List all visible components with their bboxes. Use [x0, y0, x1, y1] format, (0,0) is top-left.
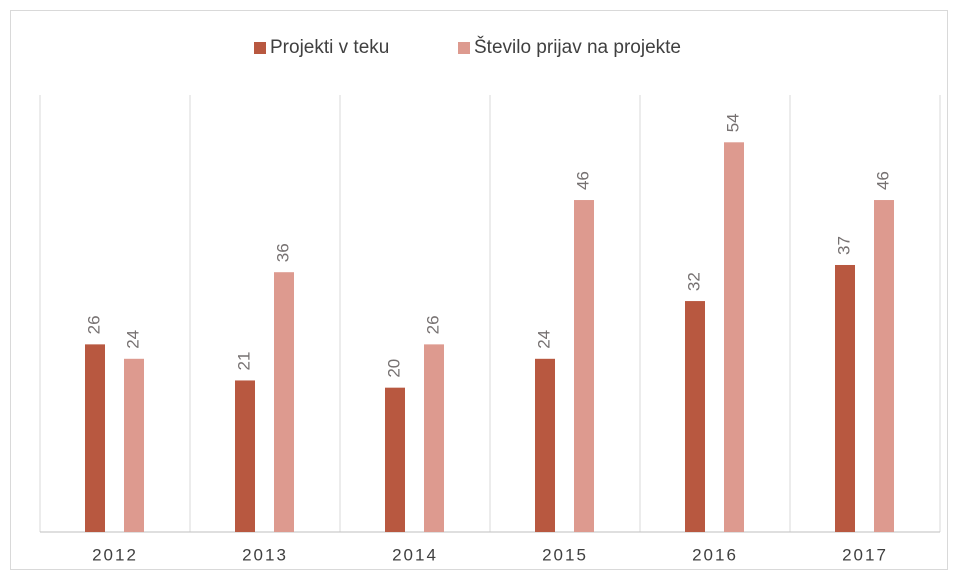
bar — [274, 272, 294, 532]
value-label: 46 — [873, 171, 892, 190]
value-label: 36 — [273, 243, 292, 262]
bar — [235, 380, 255, 532]
bar — [85, 344, 105, 532]
value-label: 37 — [834, 236, 853, 255]
value-label: 32 — [684, 272, 703, 291]
value-label: 20 — [384, 359, 403, 378]
bar — [574, 200, 594, 533]
legend-swatch — [458, 42, 470, 54]
value-label: 24 — [534, 330, 553, 349]
x-tick-label: 2014 — [392, 545, 438, 564]
x-tick-label: 2016 — [692, 545, 738, 564]
bar — [685, 301, 705, 532]
value-label: 46 — [573, 171, 592, 190]
value-label: 54 — [723, 113, 742, 132]
bar — [874, 200, 894, 533]
bar — [535, 358, 555, 532]
bar — [724, 142, 744, 533]
bar — [424, 344, 444, 532]
x-tick-label: 2017 — [842, 545, 888, 564]
legend-swatch — [254, 42, 266, 54]
value-label: 26 — [423, 315, 442, 334]
legend-label: Število prijav na projekte — [474, 36, 681, 58]
value-label: 26 — [84, 315, 103, 334]
chart-frame — [10, 10, 948, 570]
bar — [385, 387, 405, 532]
x-tick-label: 2012 — [92, 545, 138, 564]
bar — [124, 358, 144, 532]
value-label: 24 — [123, 330, 142, 349]
value-label: 21 — [234, 352, 253, 371]
x-tick-label: 2015 — [542, 545, 588, 564]
legend-label: Projekti v teku — [270, 37, 389, 58]
bar — [835, 264, 855, 532]
x-tick-label: 2013 — [242, 545, 288, 564]
